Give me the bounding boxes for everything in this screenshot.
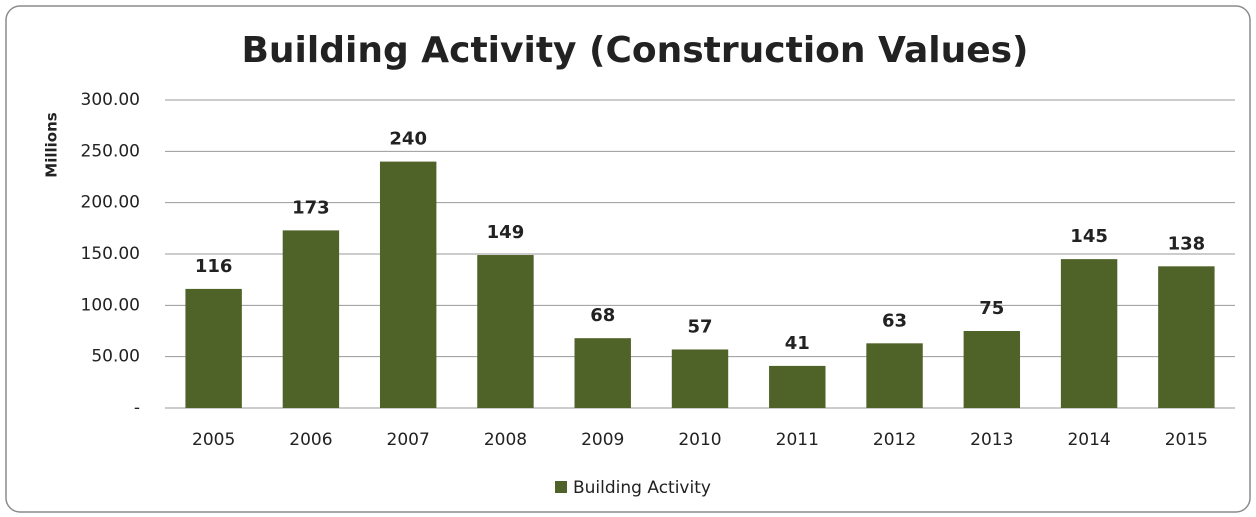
- y-tick-label: 150.00: [81, 244, 140, 264]
- data-label: 240: [389, 129, 427, 150]
- y-tick-label: 300.00: [81, 90, 140, 110]
- x-tick-label: 2015: [1165, 430, 1208, 450]
- legend-label: Building Activity: [573, 478, 711, 498]
- x-tick-label: 2013: [970, 430, 1013, 450]
- data-label: 173: [292, 197, 330, 218]
- x-tick-label: 2014: [1067, 430, 1110, 450]
- data-label: 68: [590, 305, 615, 326]
- data-label: 116: [195, 256, 233, 277]
- legend-swatch: [555, 481, 567, 493]
- x-tick-label: 2011: [776, 430, 819, 450]
- data-label: 63: [882, 310, 907, 331]
- y-tick-label: -: [134, 398, 140, 418]
- bar: [963, 331, 1021, 408]
- data-label: 41: [785, 333, 810, 354]
- bar: [574, 338, 631, 408]
- bar: [769, 365, 826, 408]
- y-axis-label: Millions: [43, 112, 61, 177]
- bar: [1158, 266, 1215, 408]
- bar: [185, 288, 242, 408]
- x-tick-label: 2009: [581, 430, 624, 450]
- x-tick-label: 2008: [484, 430, 527, 450]
- x-tick-label: 2006: [289, 430, 332, 450]
- data-label: 149: [487, 222, 525, 243]
- data-label: 145: [1070, 226, 1108, 247]
- bar: [477, 255, 534, 408]
- bar: [379, 161, 437, 408]
- y-tick-label: 100.00: [81, 295, 140, 315]
- bar: [282, 230, 340, 408]
- data-label: 57: [687, 316, 712, 337]
- bar: [671, 349, 729, 408]
- x-tick-label: 2007: [387, 430, 430, 450]
- y-tick-label: 250.00: [81, 141, 140, 161]
- x-tick-label: 2010: [678, 430, 721, 450]
- y-tick-label: 50.00: [91, 347, 140, 367]
- data-label: 75: [979, 298, 1004, 319]
- data-label: 138: [1168, 233, 1206, 254]
- y-tick-label: 200.00: [81, 193, 140, 213]
- x-tick-label: 2005: [192, 430, 235, 450]
- x-tick-label: 2012: [873, 430, 916, 450]
- chart-title: Building Activity (Construction Values): [241, 30, 1028, 71]
- bar: [1060, 259, 1118, 408]
- bar: [866, 343, 923, 408]
